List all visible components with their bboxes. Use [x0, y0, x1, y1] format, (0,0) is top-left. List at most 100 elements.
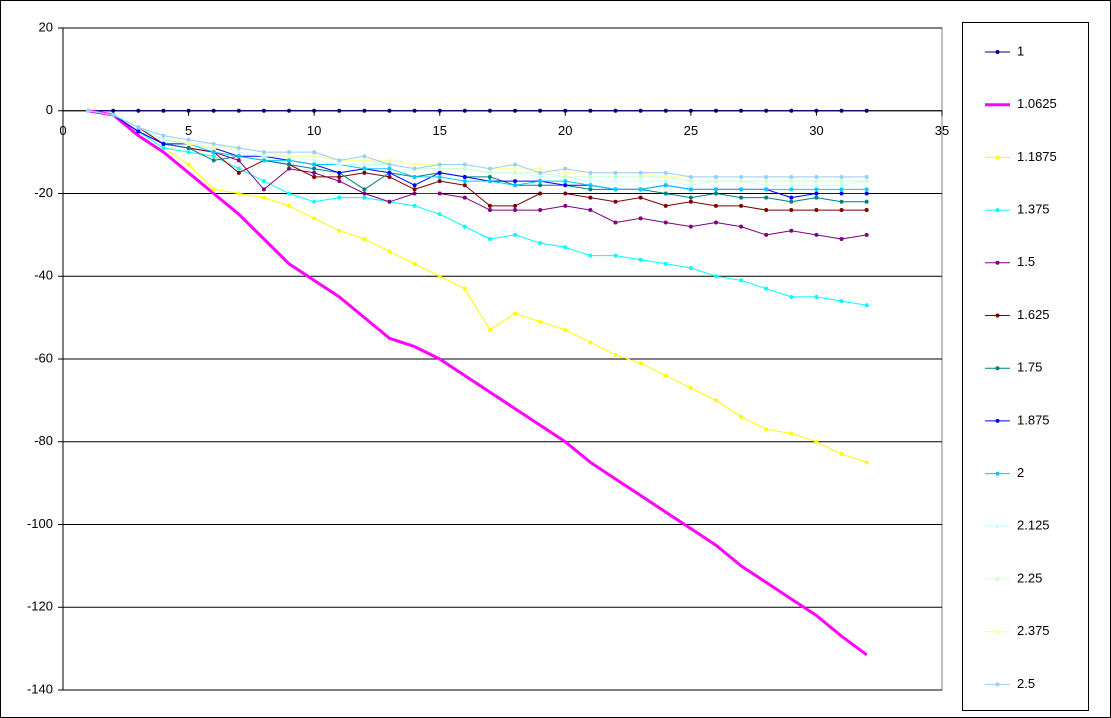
- marker: [839, 199, 844, 204]
- marker: [563, 166, 568, 171]
- marker: [487, 179, 492, 184]
- marker: [513, 311, 518, 316]
- marker: [663, 108, 668, 113]
- marker: [839, 187, 844, 192]
- marker: [538, 183, 543, 188]
- marker: [814, 439, 819, 444]
- marker: [387, 166, 392, 171]
- marker: [739, 203, 744, 208]
- marker: [487, 166, 492, 171]
- marker: [312, 216, 317, 221]
- marker: [462, 174, 467, 179]
- marker: [412, 174, 417, 179]
- marker: [638, 170, 643, 175]
- y-tick-label: 0: [46, 102, 53, 117]
- marker: [789, 187, 794, 192]
- marker: [462, 195, 467, 200]
- marker: [312, 170, 317, 175]
- y-tick-label: -120: [27, 599, 53, 614]
- marker: [663, 170, 668, 175]
- marker: [462, 162, 467, 167]
- marker: [789, 195, 794, 200]
- series-line: [88, 110, 867, 306]
- marker: [538, 170, 543, 175]
- marker: [362, 195, 367, 200]
- marker: [739, 187, 744, 192]
- marker: [613, 352, 618, 357]
- marker: [538, 179, 543, 184]
- marker: [437, 274, 442, 279]
- marker: [236, 158, 241, 163]
- marker: [638, 174, 643, 179]
- marker: [387, 162, 392, 167]
- legend-label: 2.5: [1017, 676, 1035, 691]
- marker: [362, 187, 367, 192]
- marker: [839, 174, 844, 179]
- marker: [412, 162, 417, 167]
- marker: [864, 187, 869, 192]
- legend-label: 1.75: [1017, 360, 1042, 375]
- marker: [814, 232, 819, 237]
- marker: [613, 179, 618, 184]
- marker: [136, 125, 141, 130]
- marker: [789, 294, 794, 299]
- legend-marker: [995, 366, 1000, 371]
- marker: [161, 141, 166, 146]
- marker: [362, 108, 367, 113]
- marker: [864, 179, 869, 184]
- marker: [814, 208, 819, 213]
- marker: [462, 183, 467, 188]
- marker: [839, 108, 844, 113]
- marker: [764, 183, 769, 188]
- legend-label: 2.125: [1017, 518, 1050, 533]
- marker: [437, 170, 442, 175]
- series-line: [88, 110, 867, 463]
- marker: [487, 203, 492, 208]
- marker: [412, 191, 417, 196]
- marker: [86, 108, 91, 113]
- marker: [412, 183, 417, 188]
- marker: [387, 158, 392, 163]
- marker: [487, 237, 492, 242]
- marker: [261, 154, 266, 159]
- marker: [588, 187, 593, 192]
- marker: [814, 183, 819, 188]
- marker: [236, 191, 241, 196]
- marker: [462, 224, 467, 229]
- marker: [814, 294, 819, 299]
- marker: [563, 245, 568, 250]
- marker: [513, 179, 518, 184]
- marker: [462, 286, 467, 291]
- marker: [211, 150, 216, 155]
- legend-marker: [995, 50, 1000, 54]
- marker: [563, 179, 568, 184]
- marker: [864, 232, 869, 237]
- x-tick-label: 20: [558, 123, 572, 138]
- marker: [437, 191, 442, 196]
- x-tick-label: 5: [185, 123, 192, 138]
- marker: [864, 460, 869, 465]
- marker: [663, 220, 668, 225]
- marker: [412, 261, 417, 266]
- marker: [638, 108, 643, 113]
- marker: [638, 195, 643, 200]
- legend-marker: [995, 208, 1000, 213]
- marker: [211, 141, 216, 146]
- marker: [186, 108, 191, 113]
- marker: [814, 179, 819, 184]
- legend-label: 1.875: [1017, 412, 1050, 427]
- marker: [663, 373, 668, 378]
- marker: [287, 166, 292, 171]
- marker: [814, 191, 819, 196]
- marker: [538, 319, 543, 324]
- legend-label: 1.5: [1017, 254, 1035, 269]
- marker: [387, 249, 392, 254]
- series-line: [87, 109, 868, 657]
- marker: [613, 220, 618, 225]
- marker: [437, 166, 442, 171]
- marker: [688, 187, 693, 192]
- marker: [513, 108, 518, 113]
- marker: [638, 187, 643, 192]
- legend-label: 1.625: [1017, 307, 1050, 322]
- marker: [487, 208, 492, 213]
